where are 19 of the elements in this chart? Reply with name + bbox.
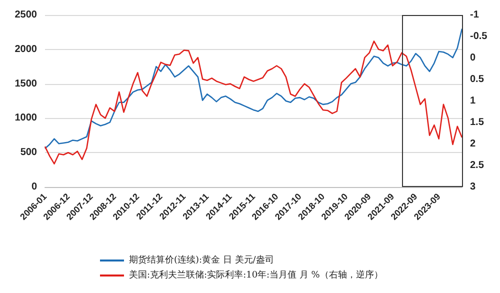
y2-tick-label: 3 xyxy=(470,182,476,192)
y-tick-label: 1500 xyxy=(14,78,38,90)
line-series xyxy=(44,28,463,150)
legend-label: 期货结算价(连续):黄金 日 美元/盎司 xyxy=(129,254,274,266)
y-tick-label: 1000 xyxy=(14,112,38,124)
y2-tick-label: -0.5 xyxy=(470,31,488,42)
line-series xyxy=(44,40,463,164)
y2-tick-label: 1 xyxy=(470,96,476,106)
legend-label: 美国:克利夫兰联储:实际利率:10年:当月值 月 %（右轴，逆序） xyxy=(129,270,383,280)
y-tick-label: 500 xyxy=(20,147,38,158)
y2-tick-label: -1 xyxy=(470,10,480,20)
y-tick-label: 2500 xyxy=(14,10,38,20)
y-tick-label: 0 xyxy=(31,182,38,192)
y2-tick-label: 2 xyxy=(470,138,476,150)
y2-tick-label: 0 xyxy=(470,52,476,64)
y2-tick-label: 0.5 xyxy=(470,74,484,85)
y-tick-label: 2000 xyxy=(14,44,38,55)
y2-tick-label: 2.5 xyxy=(470,160,484,171)
y2-tick-label: 1.5 xyxy=(470,117,484,128)
